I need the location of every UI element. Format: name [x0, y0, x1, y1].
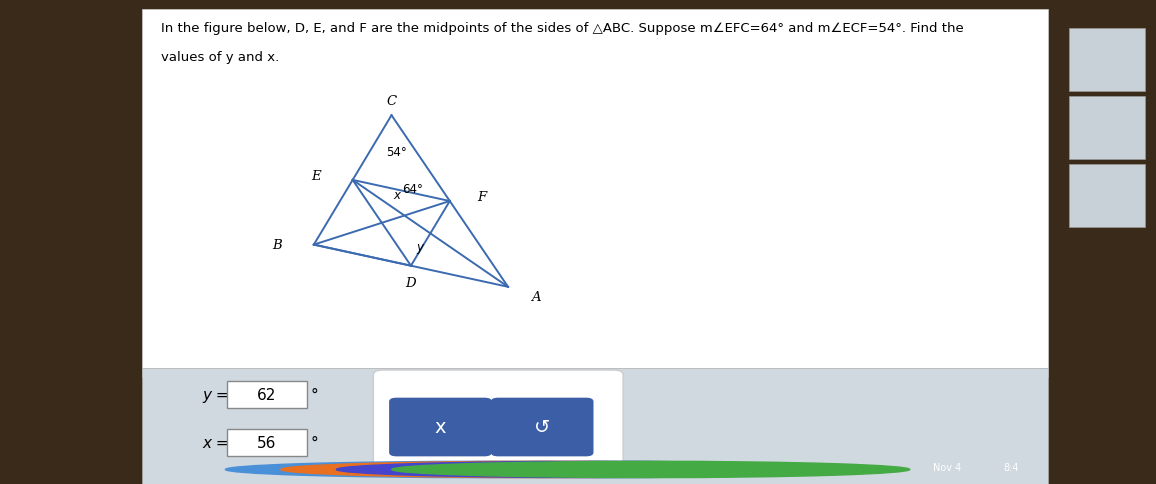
Text: x: x — [393, 189, 401, 201]
Text: °: ° — [311, 436, 318, 450]
Text: F: F — [477, 190, 487, 203]
Text: °: ° — [311, 387, 318, 402]
FancyBboxPatch shape — [1068, 97, 1146, 160]
Text: A: A — [531, 290, 541, 303]
FancyBboxPatch shape — [1068, 29, 1146, 92]
Circle shape — [392, 461, 910, 478]
Circle shape — [336, 461, 854, 478]
Text: 8:4: 8:4 — [1003, 462, 1020, 471]
Circle shape — [281, 461, 799, 478]
FancyBboxPatch shape — [1068, 165, 1146, 227]
Text: ↺: ↺ — [534, 417, 550, 437]
Text: y =: y = — [202, 387, 229, 402]
Text: Nov 4: Nov 4 — [933, 462, 961, 471]
FancyBboxPatch shape — [142, 368, 1048, 484]
FancyBboxPatch shape — [228, 429, 306, 456]
Text: values of y and x.: values of y and x. — [161, 51, 279, 64]
Text: 54°: 54° — [386, 146, 407, 159]
FancyBboxPatch shape — [373, 370, 623, 469]
FancyBboxPatch shape — [228, 381, 306, 408]
FancyBboxPatch shape — [142, 10, 1048, 378]
Circle shape — [225, 461, 743, 478]
Text: D: D — [406, 276, 416, 289]
Text: 64°: 64° — [402, 183, 423, 196]
Text: 62: 62 — [258, 387, 276, 402]
Text: B: B — [272, 239, 282, 252]
Text: E: E — [311, 169, 320, 182]
Text: In the figure below, D, E, and F are the midpoints of the sides of △ABC. Suppose: In the figure below, D, E, and F are the… — [161, 22, 963, 35]
FancyBboxPatch shape — [491, 398, 593, 456]
Text: x =: x = — [202, 436, 229, 450]
Text: 56: 56 — [258, 436, 276, 450]
Text: x: x — [435, 417, 446, 437]
Text: C: C — [386, 95, 397, 108]
Text: y: y — [416, 240, 424, 253]
FancyBboxPatch shape — [390, 398, 491, 456]
